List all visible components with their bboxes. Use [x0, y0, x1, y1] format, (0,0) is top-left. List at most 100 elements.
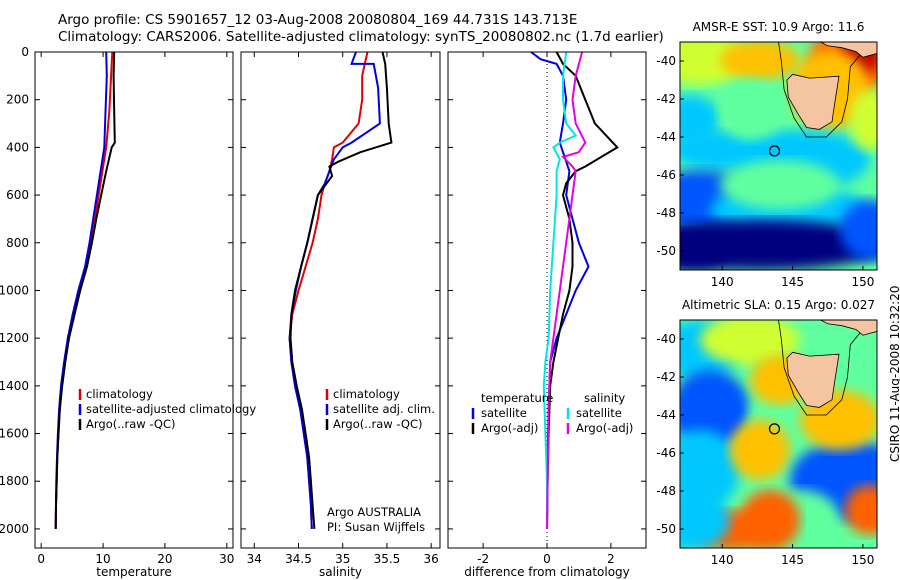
panel-map-sst: 140 145 150 -40 -42 -44 -46 -48 -50 AMSR-E SST: 1…	[656, 20, 878, 289]
map-title: AMSR-E SST: 10.9 Argo: 11.6	[693, 20, 865, 34]
x-tick-label: 10	[95, 552, 110, 566]
series-line-climatology	[54, 51, 114, 529]
field-blob	[840, 200, 877, 260]
depth-contour	[778, 320, 864, 416]
y-tick-label: -48	[656, 484, 676, 498]
map-title: Altimetric SLA: 0.15 Argo: 0.027	[682, 298, 875, 312]
y-tick-label: -46	[656, 446, 676, 460]
y-tick-label: -40	[656, 54, 676, 68]
map-frame	[679, 319, 878, 549]
field-blob	[740, 490, 800, 548]
plot-frame	[240, 51, 441, 549]
x-tick-label: 20	[157, 552, 172, 566]
timestamp-label: CSIRO 11-Aug-2008 10:32:20	[888, 285, 900, 462]
x-tick-label: 145	[781, 553, 804, 567]
colormap-field	[680, 320, 877, 548]
x-tick-label: -2	[477, 552, 489, 566]
y-tick-label: 800	[6, 236, 29, 250]
panel-map-sla: 140 145 150 -40 -42 -44 -46 -48 -50 Altimetric SL…	[656, 298, 878, 567]
field-blob	[680, 370, 750, 450]
mainland-coast-shape	[820, 320, 877, 336]
legend-label: Argo(..raw -QC)	[86, 417, 176, 431]
field-blob	[720, 42, 800, 80]
legend-label: climatology	[86, 387, 153, 401]
y-tick-label: 1000	[0, 283, 29, 297]
credit-annotation: PI: Susan Wijffels	[327, 520, 425, 534]
legend-label: Argo(-adj)	[576, 421, 633, 435]
y-tick-label: 0	[21, 45, 29, 59]
y-tick-label: 2000	[0, 522, 29, 536]
series-line-satellite-adj-clim-	[288, 51, 381, 529]
series-line-salinity-satellite	[542, 51, 578, 529]
depth-contour	[778, 42, 864, 138]
map-frame	[679, 41, 878, 271]
field-blob	[720, 80, 780, 140]
field-blob	[680, 430, 740, 510]
y-tick-label: -50	[656, 522, 676, 536]
series-line-salinity-argo-adj-	[546, 51, 587, 529]
y-tick-label: -44	[656, 130, 676, 144]
field-blob	[700, 320, 800, 365]
series-line-climatology	[288, 51, 369, 529]
plot-frame	[34, 51, 234, 549]
y-tick-label: 1400	[0, 379, 29, 393]
tasmania-island-shape	[786, 351, 840, 408]
argo-position-marker	[768, 423, 781, 435]
x-tick-label: 140	[711, 275, 734, 289]
x-tick-label: 0	[37, 552, 45, 566]
y-tick-label: -44	[656, 408, 676, 422]
legend-heading: salinity	[584, 391, 625, 405]
legend-label: Argo(..raw -QC)	[333, 417, 423, 431]
y-tick-label: -46	[656, 168, 676, 182]
x-tick-label: 34	[247, 552, 262, 566]
y-tick-label: -42	[656, 370, 676, 384]
x-tick-label: 140	[711, 553, 734, 567]
y-tick-label: 400	[6, 140, 29, 154]
x-tick-label: 35	[335, 552, 350, 566]
y-tick-label: -42	[656, 92, 676, 106]
x-tick-label: 0	[543, 552, 551, 566]
x-tick-label: 30	[219, 552, 234, 566]
field-blob	[720, 160, 840, 210]
field-blob	[680, 230, 730, 270]
x-tick-label: 145	[781, 275, 804, 289]
x-tick-label: 34.5	[285, 552, 312, 566]
y-tick-label: 200	[6, 93, 29, 107]
legend-label: satellite	[576, 406, 622, 420]
mainland-coast-shape	[820, 42, 877, 58]
x-axis-label: salinity	[319, 565, 362, 579]
panel-salinity: 34 34.5 35 35.5 36 salinity climatologysatelli…	[240, 51, 441, 579]
x-tick-label: 36	[424, 552, 439, 566]
series-line-temperature-argo-adj-	[546, 51, 619, 529]
plot-title-line2: Climatology: CARS2006. Satellite-adjuste…	[58, 29, 664, 45]
credit-annotation: Argo AUSTRALIA	[327, 505, 421, 519]
x-tick-label: 2	[607, 552, 615, 566]
x-axis-label: difference from climatology	[464, 565, 630, 579]
legend-label: satellite adj. clim.	[333, 402, 435, 416]
y-tick-label: -50	[656, 244, 676, 258]
series-line-argo-raw-qc-	[289, 51, 393, 529]
series-line-argo-raw-qc-	[54, 51, 116, 529]
y-tick-label: 1200	[0, 331, 29, 345]
x-tick-label: 150	[851, 275, 874, 289]
y-tick-label: -40	[656, 332, 676, 346]
field-blob	[730, 420, 790, 480]
tasmania-island-shape	[786, 73, 840, 130]
colormap-field	[680, 42, 877, 270]
y-tick-label: 600	[6, 188, 29, 202]
legend-label: climatology	[333, 387, 400, 401]
plot-title-line1: Argo profile: CS 5901657_12 03-Aug-2008 …	[58, 12, 578, 28]
argo-position-marker	[768, 145, 781, 157]
field-blob	[680, 490, 730, 548]
y-tick-label: -48	[656, 206, 676, 220]
y-tick-label: 1600	[0, 427, 29, 441]
x-axis-label: temperature	[96, 565, 171, 579]
x-tick-label: 35.5	[374, 552, 401, 566]
legend-heading: temperature	[481, 391, 553, 405]
field-blob	[680, 220, 877, 270]
legend-label: Argo(-adj)	[481, 421, 538, 435]
panel-temperature: 0 10 20 30 0 200 400 600 800 1000 1200 1400 1600 1800…	[0, 45, 256, 579]
legend-label: satellite-adjusted climatology	[86, 402, 256, 416]
